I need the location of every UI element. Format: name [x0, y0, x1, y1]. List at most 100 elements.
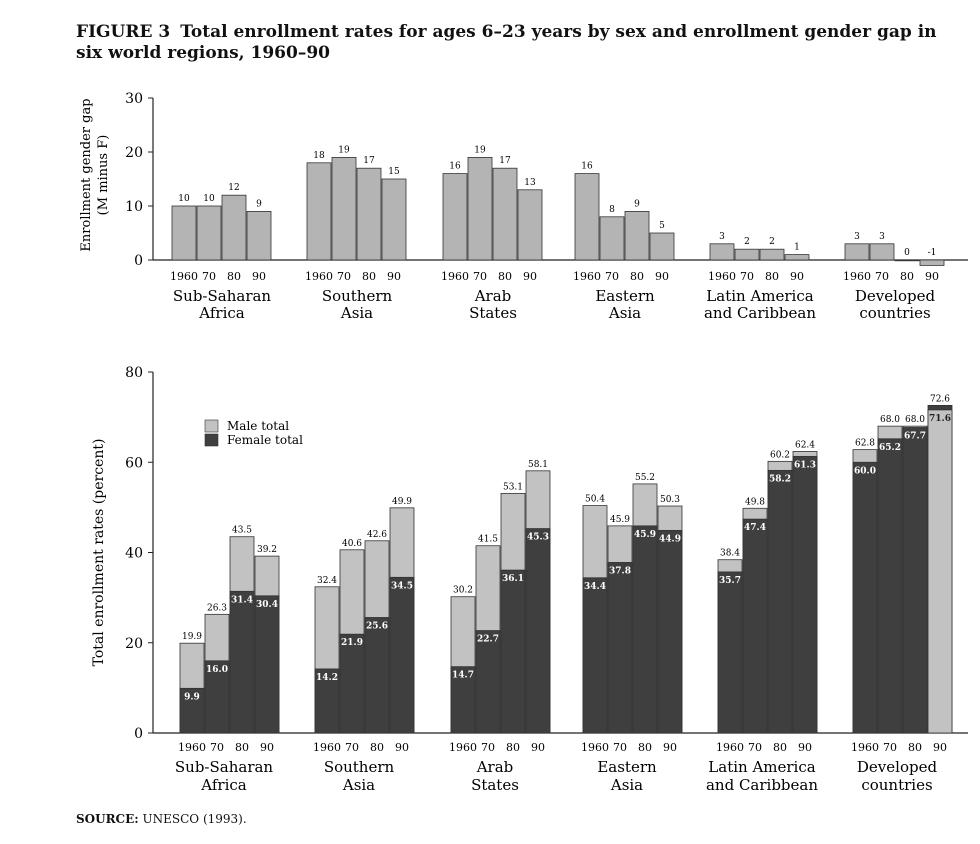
gap-bar — [196, 205, 222, 261]
source-note: SOURCE: UNESCO (1993). — [76, 812, 247, 826]
gap-year-label: 80 — [362, 270, 376, 283]
gap-bar — [894, 259, 920, 262]
rate-y-tick-label: 20 — [125, 636, 143, 652]
rate-year-label: 1960 — [851, 741, 879, 754]
gap-year-label: 70 — [605, 270, 619, 283]
rate-data-label-outer: 68.0 — [905, 415, 925, 425]
gap-year-label: 1960 — [305, 270, 333, 283]
gap-data-label: 19 — [474, 145, 486, 155]
rate-bar-inner — [475, 630, 501, 734]
rate-year-label: 1960 — [716, 741, 744, 754]
rate-data-label-inner: 25.6 — [366, 621, 388, 631]
rate-bar-inner — [657, 529, 683, 734]
legend-female-swatch — [204, 433, 219, 447]
gap-data-label: 10 — [178, 194, 190, 204]
rate-bar-inner — [877, 438, 903, 734]
gap-year-label: 80 — [765, 270, 779, 283]
rate-region-label: Southern — [324, 758, 395, 776]
gap-data-label: 18 — [313, 151, 325, 161]
rate-year-label: 90 — [798, 741, 812, 754]
gap-region-label: countries — [859, 304, 930, 322]
gap-data-label: 0 — [904, 248, 910, 258]
gap-data-label: 2 — [744, 237, 750, 247]
source-text: UNESCO (1993). — [142, 812, 247, 826]
gap-year-label: 80 — [227, 270, 241, 283]
gap-year-label: 70 — [875, 270, 889, 283]
rate-data-label-outer: 50.4 — [585, 495, 605, 505]
gap-y-tick-label: 10 — [125, 199, 143, 215]
gap-bar — [844, 243, 870, 261]
rate-year-label: 90 — [531, 741, 545, 754]
gap-bar — [759, 248, 785, 261]
rate-data-label-outer: 55.2 — [635, 473, 655, 483]
gap-region-label: Latin America — [706, 287, 813, 305]
rate-y-tick-label: 60 — [125, 455, 143, 471]
legend-male-label: Male total — [227, 419, 289, 433]
rate-data-label-inner: 71.6 — [929, 414, 951, 424]
rate-data-label-outer: 72.6 — [930, 394, 950, 404]
rate-year-label: 80 — [638, 741, 652, 754]
gap-region-label: Eastern — [595, 287, 655, 305]
gap-year-label: 80 — [630, 270, 644, 283]
rate-year-label: 1960 — [313, 741, 341, 754]
rate-data-label-inner: 14.7 — [452, 671, 474, 681]
gap-bar — [356, 167, 382, 261]
legend-female-label: Female total — [227, 433, 303, 447]
gap-region-label: Southern — [322, 287, 393, 305]
gap-year-label: 70 — [473, 270, 487, 283]
rate-year-label: 90 — [395, 741, 409, 754]
gap-y-tick-label: 0 — [134, 253, 143, 269]
gap-year-label: 70 — [202, 270, 216, 283]
rate-year-label: 70 — [210, 741, 224, 754]
rate-y-tick-label: 40 — [125, 546, 143, 562]
gap-bar — [221, 194, 247, 261]
rate-region-label: Latin America — [708, 758, 815, 776]
gap-bar — [171, 205, 197, 261]
rate-bar-inner — [254, 595, 280, 734]
rate-y-tick-label: 80 — [125, 365, 143, 381]
rate-region-label: Eastern — [597, 758, 657, 776]
rate-bar-inner — [742, 518, 768, 734]
rate-bar-inner — [927, 409, 953, 734]
gap-bar — [919, 259, 945, 266]
rate-y-tick-label: 0 — [134, 726, 143, 742]
rate-data-label-inner: 65.2 — [879, 443, 901, 453]
gap-region-label: and Caribbean — [704, 304, 816, 322]
rate-bar-inner — [450, 666, 476, 734]
rate-year-label: 1960 — [178, 741, 206, 754]
gap-year-label: 1960 — [441, 270, 469, 283]
rate-data-label-outer: 26.3 — [207, 603, 227, 613]
rate-data-label-inner: 67.7 — [904, 432, 926, 442]
gap-bar — [246, 210, 272, 261]
rate-region-label: Sub-Saharan — [175, 758, 274, 776]
gap-data-label: 17 — [499, 156, 511, 166]
gap-year-label: 70 — [740, 270, 754, 283]
gap-region-label: Africa — [198, 304, 244, 322]
gap-data-label: 5 — [659, 221, 665, 231]
gap-bar — [492, 167, 518, 261]
rate-bar-inner — [902, 427, 928, 734]
gap-year-label: 80 — [900, 270, 914, 283]
rate-data-label-inner: 60.0 — [854, 466, 876, 476]
gap-data-label: -1 — [928, 248, 937, 258]
gap-data-label: 16 — [581, 162, 593, 172]
gap-bar — [709, 243, 735, 261]
legend-male-swatch — [204, 419, 219, 433]
rate-data-label-inner: 16.0 — [206, 665, 228, 675]
gap-year-label: 80 — [498, 270, 512, 283]
rate-data-label-outer: 40.6 — [342, 539, 362, 549]
gap-data-label: 17 — [363, 156, 375, 166]
rate-data-label-inner: 36.1 — [502, 574, 524, 584]
rate-bar-inner — [364, 617, 390, 734]
rate-data-label-inner: 30.4 — [256, 600, 278, 610]
rate-data-label-inner: 58.2 — [769, 474, 791, 484]
gap-bar — [517, 189, 543, 261]
rate-bar-inner — [767, 469, 793, 734]
rate-data-label-inner: 22.7 — [477, 635, 499, 645]
rate-data-label-outer: 49.9 — [392, 497, 412, 507]
figure-number: FIGURE 3 — [76, 22, 171, 42]
rate-data-label-outer: 39.2 — [257, 545, 277, 555]
rate-y-axis-label: Total enrollment rates (percent) — [91, 439, 107, 667]
rate-data-label-outer: 62.4 — [795, 440, 815, 450]
gap-data-label: 12 — [228, 183, 239, 193]
